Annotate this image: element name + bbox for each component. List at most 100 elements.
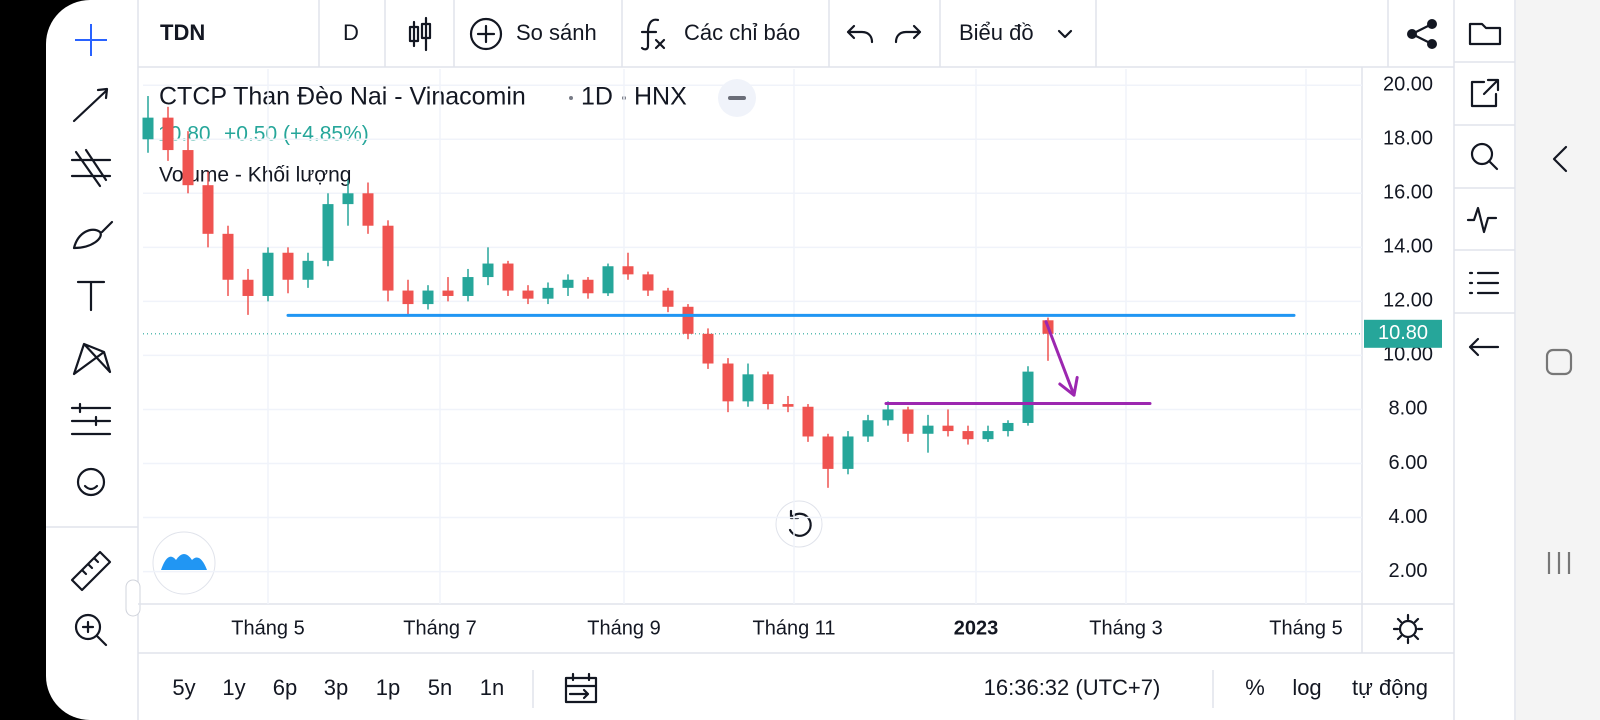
legend-indicator[interactable]: Volume - Khối lượng <box>159 164 351 187</box>
x-tick-label: 2023 <box>954 617 999 639</box>
search-handle <box>1487 159 1499 171</box>
nav-recents[interactable] <box>1547 552 1571 574</box>
chart-area <box>138 67 1454 654</box>
y-tick-label: 12.00 <box>1383 290 1433 312</box>
candle-body <box>342 193 354 205</box>
compare-button[interactable]: So sánh <box>516 20 597 45</box>
chart-menu-chevron <box>1057 29 1073 39</box>
candle-body <box>242 279 254 296</box>
redo-button[interactable] <box>894 24 922 44</box>
crosshair-tool[interactable] <box>75 24 107 56</box>
range-button[interactable]: 3p <box>324 675 348 700</box>
candle-body <box>602 266 614 294</box>
range-button[interactable]: 5y <box>172 675 195 700</box>
candle-body <box>762 374 774 405</box>
reset-chart-button[interactable] <box>775 500 823 548</box>
y-tick-label: 16.00 <box>1383 182 1433 204</box>
collapse-tab[interactable] <box>125 579 141 617</box>
range-button[interactable]: 5n <box>428 675 452 700</box>
share-button[interactable] <box>1407 19 1437 49</box>
goto-date-button[interactable] <box>564 672 598 704</box>
watchlist-button[interactable] <box>1468 271 1500 295</box>
emoji-smile <box>83 484 99 491</box>
x-tick-label: Tháng 7 <box>403 617 476 639</box>
last-price-label: 10.80 <box>1378 322 1428 344</box>
candle-body <box>182 150 194 186</box>
candle-body <box>322 204 334 261</box>
candle-body <box>282 252 294 280</box>
nav-back[interactable] <box>1552 145 1568 173</box>
drawing-arrow <box>1044 320 1076 397</box>
prediction-tool[interactable] <box>70 402 112 436</box>
candle-body <box>202 185 214 234</box>
range-button[interactable]: 1p <box>376 675 400 700</box>
range-button[interactable]: 1y <box>222 675 245 700</box>
right-toolbar <box>1453 0 1516 720</box>
top-toolbar: TDN D So sánh Các chỉ báo Biểu đồ <box>138 0 1454 68</box>
candle-body <box>222 233 234 280</box>
y-tick-label: 14.00 <box>1383 236 1433 258</box>
indicators-button[interactable]: Các chỉ báo <box>684 20 800 45</box>
candle-body <box>462 277 474 296</box>
chart-style-button[interactable] <box>408 16 432 52</box>
symbol[interactable]: TDN <box>160 20 205 45</box>
settings-button[interactable] <box>1392 613 1424 645</box>
percent-toggle[interactable]: % <box>1245 675 1265 700</box>
candle-body <box>482 263 494 278</box>
candle-body <box>902 409 914 434</box>
candle-body <box>842 436 854 469</box>
candle-body <box>982 431 994 440</box>
system-nav-bar <box>1516 0 1600 720</box>
text-tool[interactable] <box>76 280 106 312</box>
plot <box>142 69 1362 604</box>
x-tick-label: Tháng 11 <box>752 617 835 639</box>
y-tick-label: 10.00 <box>1383 344 1433 366</box>
drawing-arrow-head <box>1058 375 1079 397</box>
collapse-right-button[interactable] <box>1468 337 1500 357</box>
open-external-button[interactable] <box>1470 78 1500 108</box>
candle-body <box>662 290 674 307</box>
zoom-tool-cross <box>81 620 108 647</box>
search-button[interactable] <box>1470 142 1494 166</box>
candle-body <box>542 287 554 299</box>
candle-body <box>942 425 954 432</box>
candle-body <box>702 333 714 364</box>
candle-body <box>382 225 394 291</box>
fib-tool[interactable] <box>70 148 112 188</box>
candle-body <box>622 266 634 275</box>
brand-logo-shape <box>161 554 207 570</box>
layouts-button[interactable] <box>1468 22 1502 46</box>
chart-menu[interactable]: Biểu đồ <box>959 20 1034 45</box>
y-tick-label: 2.00 <box>1389 560 1428 582</box>
emoji-tool[interactable] <box>76 467 106 497</box>
candle-body <box>722 363 734 402</box>
legend-change: +0.50 (+4.85%) <box>224 123 369 146</box>
range-button[interactable]: 1n <box>480 675 504 700</box>
ruler-tool[interactable] <box>70 550 112 592</box>
bottom-bar: 16:36:32 (UTC+7) % log tự động <box>532 670 1428 708</box>
y-tick-label: 8.00 <box>1389 398 1428 420</box>
zoom-tool[interactable] <box>74 613 102 641</box>
indicators-icon[interactable] <box>640 18 666 51</box>
auto-toggle[interactable]: tự động <box>1352 675 1428 700</box>
compare-icon[interactable] <box>469 17 503 51</box>
candle-body <box>682 306 694 334</box>
log-toggle[interactable]: log <box>1292 675 1321 700</box>
candle-body <box>362 193 374 226</box>
candle-body <box>442 290 454 296</box>
x-tick-label: Tháng 5 <box>231 617 304 639</box>
line-tool[interactable] <box>72 87 109 123</box>
legend-interval: 1D <box>581 83 613 111</box>
pattern-tool[interactable] <box>72 342 112 376</box>
indicator-button[interactable] <box>1466 206 1498 234</box>
left-toolbar <box>46 0 141 720</box>
interval[interactable]: D <box>343 20 359 45</box>
range-button[interactable]: 6p <box>273 675 297 700</box>
brush-tool[interactable] <box>72 220 114 250</box>
nav-home[interactable] <box>1545 348 1573 376</box>
candle-body <box>562 279 574 288</box>
undo-button[interactable] <box>846 24 874 44</box>
candle-body <box>142 117 154 140</box>
last-price-tag <box>1364 319 1442 348</box>
